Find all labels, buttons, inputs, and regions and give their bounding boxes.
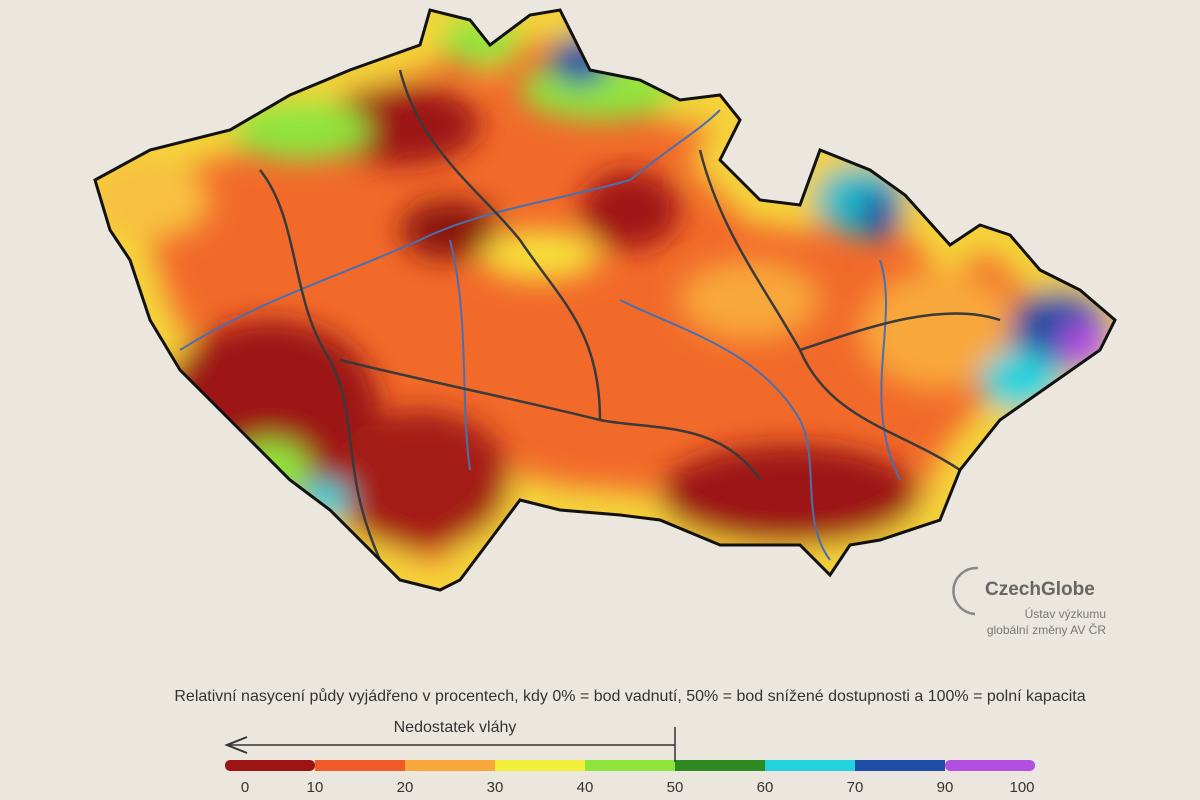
legend-segment	[405, 760, 495, 771]
legend-tick-label: 100	[1009, 779, 1034, 796]
legend: 0 10 20 30 40 50 60 70 90 100 Nedostatek vláhy	[224, 719, 1035, 796]
legend-tick-label: 70	[847, 779, 864, 796]
legend-tick-label: 30	[487, 779, 504, 796]
legend-segment	[225, 760, 315, 771]
legend-tick-label: 20	[397, 779, 414, 796]
legend-segment	[765, 760, 855, 771]
soil-moisture-map	[95, 10, 1115, 590]
logo-line: Ústav výzkumu	[1025, 606, 1106, 621]
legend-segment	[855, 760, 945, 771]
logo: CzechGlobe Ústav výzkumu globální změny …	[952, 566, 1107, 637]
legend-caption: Relativní nasycení půdy vyjádřeno v proc…	[174, 687, 1085, 705]
logo-mark	[952, 566, 979, 616]
legend-tick-label: 90	[937, 779, 954, 796]
legend-tick-label: 60	[757, 779, 774, 796]
legend-tick-label: 10	[307, 779, 324, 796]
legend-segment	[675, 760, 765, 771]
legend-tick-label: 50	[667, 779, 684, 796]
legend-segment	[945, 760, 1035, 771]
region-borders	[259, 69, 1001, 561]
legend-segment	[495, 760, 585, 771]
legend-segment	[315, 760, 405, 771]
legend-segment	[585, 760, 675, 771]
legend-tick-label: 0	[241, 779, 249, 796]
logo-line: globální změny AV ČR	[987, 622, 1107, 637]
rivers	[179, 109, 901, 561]
deficit-arrowhead	[224, 736, 248, 754]
legend-tick-label: 40	[577, 779, 594, 796]
logo-name: CzechGlobe	[985, 579, 1095, 600]
deficit-label: Nedostatek vláhy	[394, 719, 517, 736]
